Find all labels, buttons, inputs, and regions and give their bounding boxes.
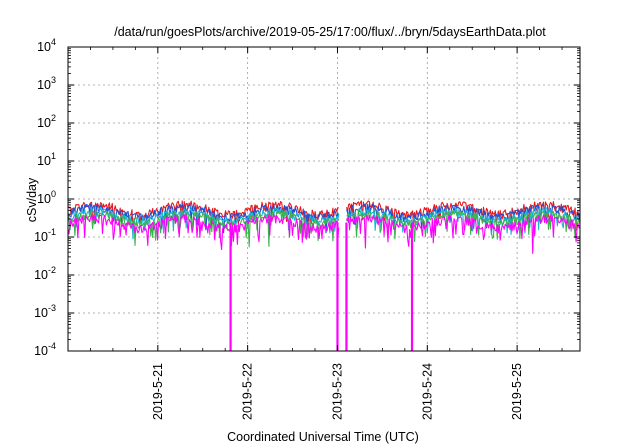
x-tick-label-3: 2019-5-24 [420,363,434,420]
x-axis-label: Coordinated Universal Time (UTC) [227,430,419,444]
series-line-3 [67,209,581,248]
x-tick-label-4: 2019-5-25 [510,363,524,420]
y-tick-label-8: 104 [37,37,56,54]
y-tick-label-5: 101 [37,151,56,168]
series-line-4 [67,214,581,255]
x-tick-label-2: 2019-5-23 [330,363,344,420]
y-tick-label-4: 100 [37,189,56,206]
y-tick-label-1: 10-3 [34,303,56,320]
y-tick-label-3: 10-1 [34,227,56,244]
y-tick-label-0: 10-4 [34,341,56,358]
y-tick-label-6: 102 [37,113,56,130]
grid-lines [68,47,580,351]
chart-title: /data/run/goesPlots/archive/2019-05-25/1… [114,25,546,39]
x-tick-label-1: 2019-5-22 [241,363,255,420]
data-series [67,200,581,351]
y-tick-label-7: 103 [37,75,56,92]
y-axis-label: cSv/day [25,177,39,222]
axes: 10-4 10-3 10-2 10-1 100 101 102 103 104 2019-5-21… [34,37,581,420]
y-tick-label-2: 10-2 [34,265,56,282]
x-tick-label-0: 2019-5-21 [151,363,165,420]
